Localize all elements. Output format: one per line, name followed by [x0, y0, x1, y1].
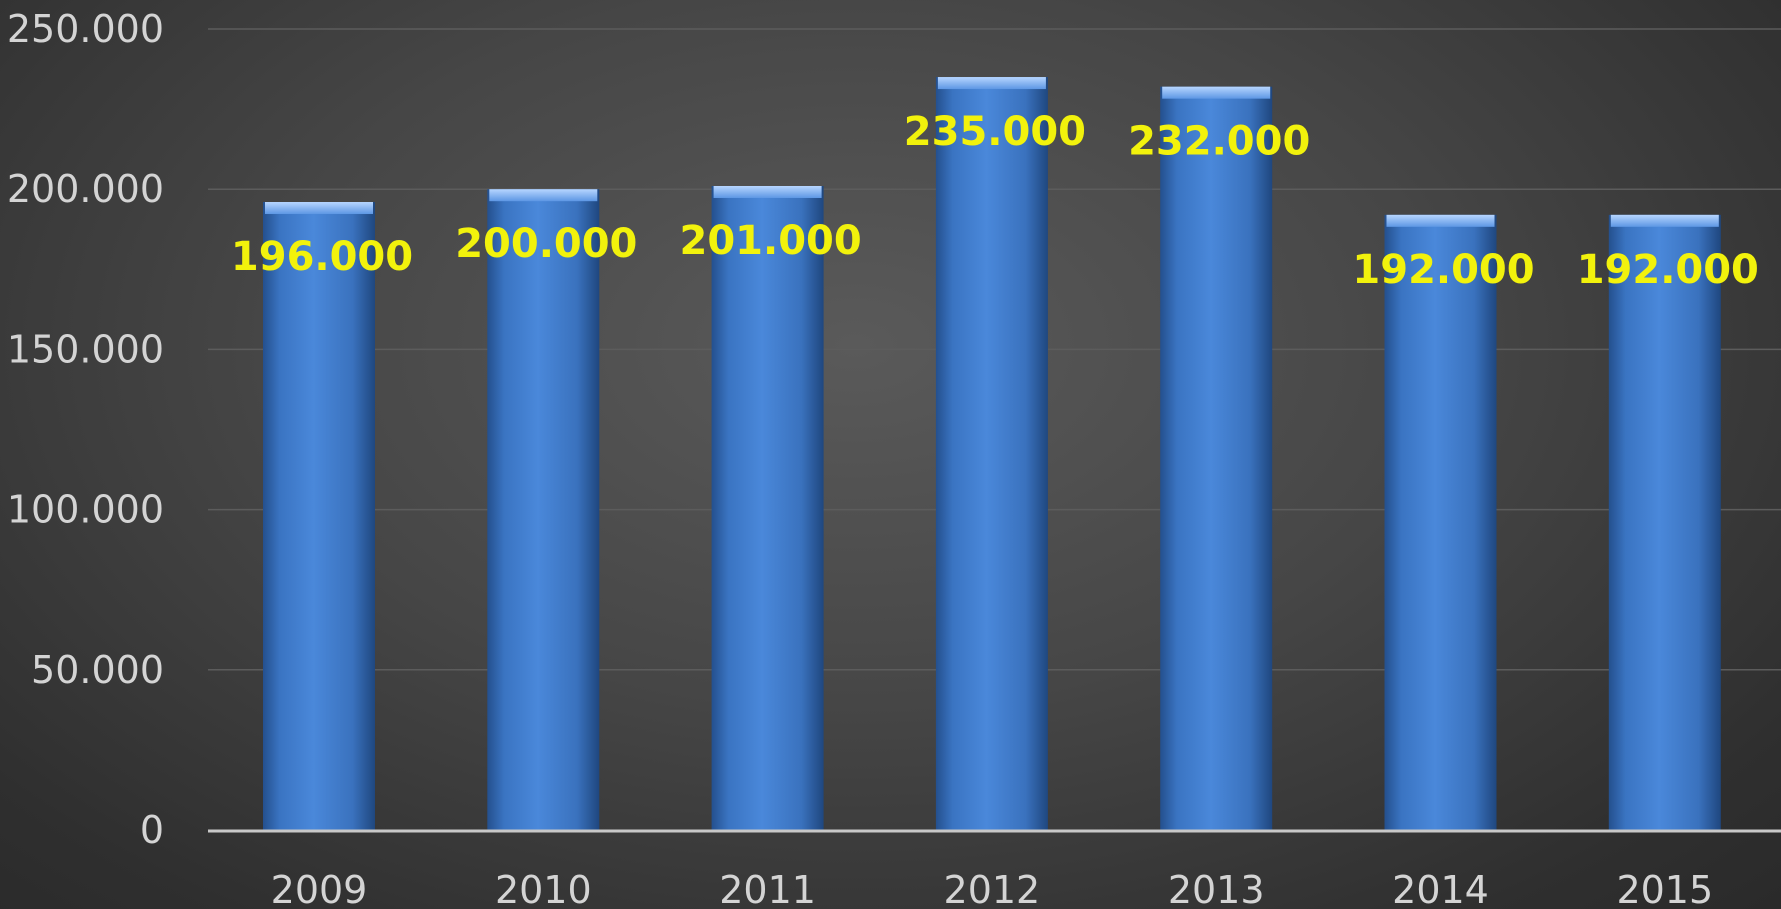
bar-top-highlight [265, 202, 373, 215]
bar-body [1384, 214, 1497, 830]
data-label: 200.000 [455, 221, 637, 267]
bar-top-highlight [713, 185, 822, 198]
x-tick-label: 2012 [944, 868, 1041, 909]
bar-top-highlight [1386, 214, 1495, 227]
y-tick-label: 100.000 [7, 488, 164, 532]
bar-body [711, 185, 824, 831]
data-label: 192.000 [1577, 247, 1759, 293]
bar-2012 [935, 77, 1048, 830]
data-labels: 196.000 200.000 201.000 235.000 232.000 192.0… [231, 109, 1759, 293]
data-label: 192.000 [1352, 247, 1534, 293]
x-tick-label: 2013 [1168, 868, 1265, 909]
x-tick-label: 2014 [1392, 868, 1489, 909]
bar-body [935, 77, 1048, 830]
bar-2013 [1160, 86, 1273, 830]
bar-2010 [487, 189, 600, 830]
bar-2014 [1384, 214, 1497, 830]
bar-body [263, 202, 375, 831]
x-tick-label: 2009 [271, 868, 368, 909]
bar-2009 [263, 202, 375, 831]
bar-top-highlight [1162, 86, 1271, 99]
bar-2011 [711, 185, 824, 831]
data-label: 235.000 [904, 109, 1086, 155]
y-tick-label: 50.000 [31, 648, 164, 692]
bar-2015 [1608, 214, 1721, 830]
x-tick-label: 2011 [719, 868, 816, 909]
x-axis-tick-labels: 2009 2010 2011 2012 2013 2014 2015 [271, 868, 1714, 909]
data-label: 232.000 [1128, 119, 1310, 165]
bar-top-highlight [489, 189, 598, 202]
y-tick-label: 250.000 [7, 7, 164, 51]
bar-top-highlight [1610, 214, 1719, 227]
data-label: 196.000 [231, 234, 413, 280]
y-tick-label: 150.000 [7, 327, 164, 371]
bar-body [487, 189, 600, 830]
y-tick-label: 0 [140, 808, 164, 852]
bar-body [1608, 214, 1721, 830]
bar-body [1160, 86, 1273, 830]
bar-top-highlight [937, 77, 1046, 90]
x-tick-label: 2010 [495, 868, 592, 909]
bars [263, 77, 1721, 831]
data-label: 201.000 [680, 218, 862, 264]
x-tick-label: 2015 [1616, 868, 1713, 909]
y-tick-label: 200.000 [7, 167, 164, 211]
y-axis-tick-labels: 0 50.000 100.000 150.000 200.000 250.000 [7, 7, 164, 852]
